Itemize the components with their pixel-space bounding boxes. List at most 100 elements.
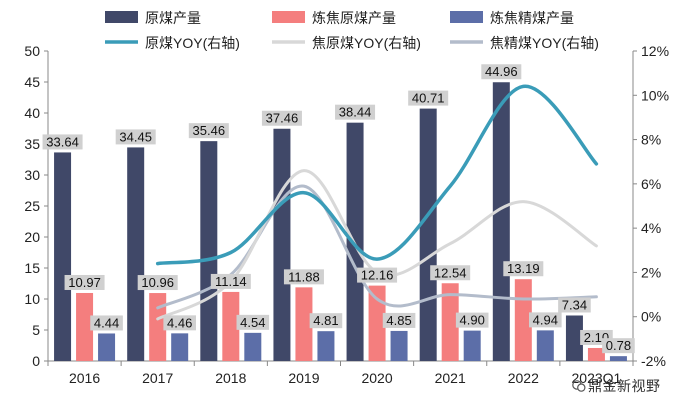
bar xyxy=(149,293,167,361)
x-tick-label: 2017 xyxy=(142,370,173,386)
data-label-bg xyxy=(309,313,343,329)
x-tick-label: 2023Q1 xyxy=(572,370,622,386)
bar xyxy=(295,287,313,361)
wechat-icon xyxy=(572,380,586,392)
x-tick-label: 2019 xyxy=(288,370,319,386)
data-label: 4.46 xyxy=(167,315,192,330)
bar xyxy=(390,330,408,361)
data-label: 34.45 xyxy=(119,129,152,144)
legend-label: 炼焦精煤产量 xyxy=(490,10,574,26)
data-label: 35.46 xyxy=(193,123,226,138)
data-label: 7.34 xyxy=(562,297,587,312)
bar xyxy=(419,108,437,362)
y-left-tick-label: 0 xyxy=(32,353,40,369)
data-label-bg xyxy=(335,104,376,120)
bar xyxy=(317,331,335,361)
legend-label: 原煤YOY(右轴) xyxy=(145,35,240,51)
data-label: 33.64 xyxy=(46,134,79,149)
data-label-bg xyxy=(503,261,544,277)
y-right-tick-label: -2% xyxy=(641,353,666,369)
bar xyxy=(368,285,386,361)
y-right-tick-label: 10% xyxy=(641,87,669,103)
y-right-tick-label: 12% xyxy=(641,43,669,59)
data-label-bg xyxy=(115,129,156,145)
bar xyxy=(273,128,291,361)
x-tick-label: 2020 xyxy=(361,370,392,386)
watermark-text: 鼎金新视野 xyxy=(588,379,661,395)
axes: 0 5 10 15 20 25 30 35 40 45 50 -2% 0% 2% 4% 6% 8% 10% 12% 2… xyxy=(24,43,669,386)
bar xyxy=(98,333,116,361)
data-label: 4.44 xyxy=(94,315,119,330)
bar xyxy=(222,291,240,361)
y-left-tick-label: 35 xyxy=(24,136,40,152)
y-left-tick-label: 30 xyxy=(24,167,40,183)
legend-label: 焦原煤YOY(右轴) xyxy=(312,35,421,51)
data-label: 4.81 xyxy=(313,313,338,328)
legend-swatch xyxy=(272,11,305,23)
bar xyxy=(492,82,510,362)
legend-label: 炼焦原煤产量 xyxy=(312,10,396,26)
data-label: 4.94 xyxy=(533,312,558,327)
data-label-bg xyxy=(42,134,83,150)
legend-swatch xyxy=(105,11,138,23)
legend-swatch xyxy=(450,11,483,23)
data-label-bg xyxy=(408,90,449,106)
data-label: 12.54 xyxy=(434,265,467,280)
data-label-bg xyxy=(357,267,398,283)
bar xyxy=(463,330,481,361)
y-left-tick-label: 25 xyxy=(24,198,40,214)
bar xyxy=(200,141,218,361)
data-label: 11.88 xyxy=(288,269,320,284)
legend-label: 原煤产量 xyxy=(145,10,201,26)
data-label: 37.46 xyxy=(266,111,299,126)
bar xyxy=(441,283,459,361)
data-label: 4.54 xyxy=(240,315,265,330)
y-right-tick-label: 8% xyxy=(641,132,661,148)
x-tick-label: 2021 xyxy=(435,370,466,386)
watermark: 鼎金新视野 xyxy=(572,376,661,396)
y-right-tick-label: 4% xyxy=(641,220,661,236)
y-left-tick-label: 45 xyxy=(24,74,40,90)
x-tick-label: 2018 xyxy=(215,370,246,386)
bar xyxy=(171,333,189,361)
bar xyxy=(609,356,627,361)
data-label: 4.85 xyxy=(386,313,411,328)
y-left-tick-label: 50 xyxy=(24,43,40,59)
data-label-bg xyxy=(455,312,489,328)
data-label-bg xyxy=(90,315,123,331)
bar xyxy=(587,347,605,361)
y-right-tick-label: 2% xyxy=(641,264,661,280)
y-left-tick-label: 15 xyxy=(24,260,40,276)
y-right-tick-label: 6% xyxy=(641,176,661,192)
data-label: 38.44 xyxy=(339,105,372,120)
bar xyxy=(565,315,583,361)
data-label-bg xyxy=(236,314,270,330)
data-label-bg xyxy=(210,273,251,289)
data-label-bg xyxy=(188,123,229,139)
y-left-tick-label: 40 xyxy=(24,105,40,121)
data-label: 4.90 xyxy=(460,313,485,328)
data-label: 10.96 xyxy=(141,275,174,290)
x-tick-label: 2022 xyxy=(508,370,539,386)
data-label-bg xyxy=(602,338,635,354)
legend-label: 焦精煤YOY(右轴) xyxy=(490,35,599,51)
y-right-tick-label: 0% xyxy=(641,309,661,325)
data-label-bg xyxy=(261,110,302,126)
data-label: 13.19 xyxy=(507,261,540,276)
data-label-bg xyxy=(382,312,416,328)
y-left-tick-label: 20 xyxy=(24,229,40,245)
bar xyxy=(76,292,94,361)
x-tick-label: 2016 xyxy=(69,370,100,386)
data-label-bg xyxy=(430,265,471,281)
data-label: 40.71 xyxy=(412,91,445,106)
data-label: 44.96 xyxy=(485,64,518,79)
data-labels: 33.64 34.45 35.46 37.46 38.44 40.71 44.96 7.34 1… xyxy=(42,64,635,354)
data-label-bg xyxy=(481,64,522,80)
data-label: 12.16 xyxy=(361,268,394,283)
data-label-bg xyxy=(64,274,105,290)
data-label-bg xyxy=(558,297,591,313)
y-left-tick-label: 5 xyxy=(32,322,40,338)
data-label-bg xyxy=(283,269,324,285)
